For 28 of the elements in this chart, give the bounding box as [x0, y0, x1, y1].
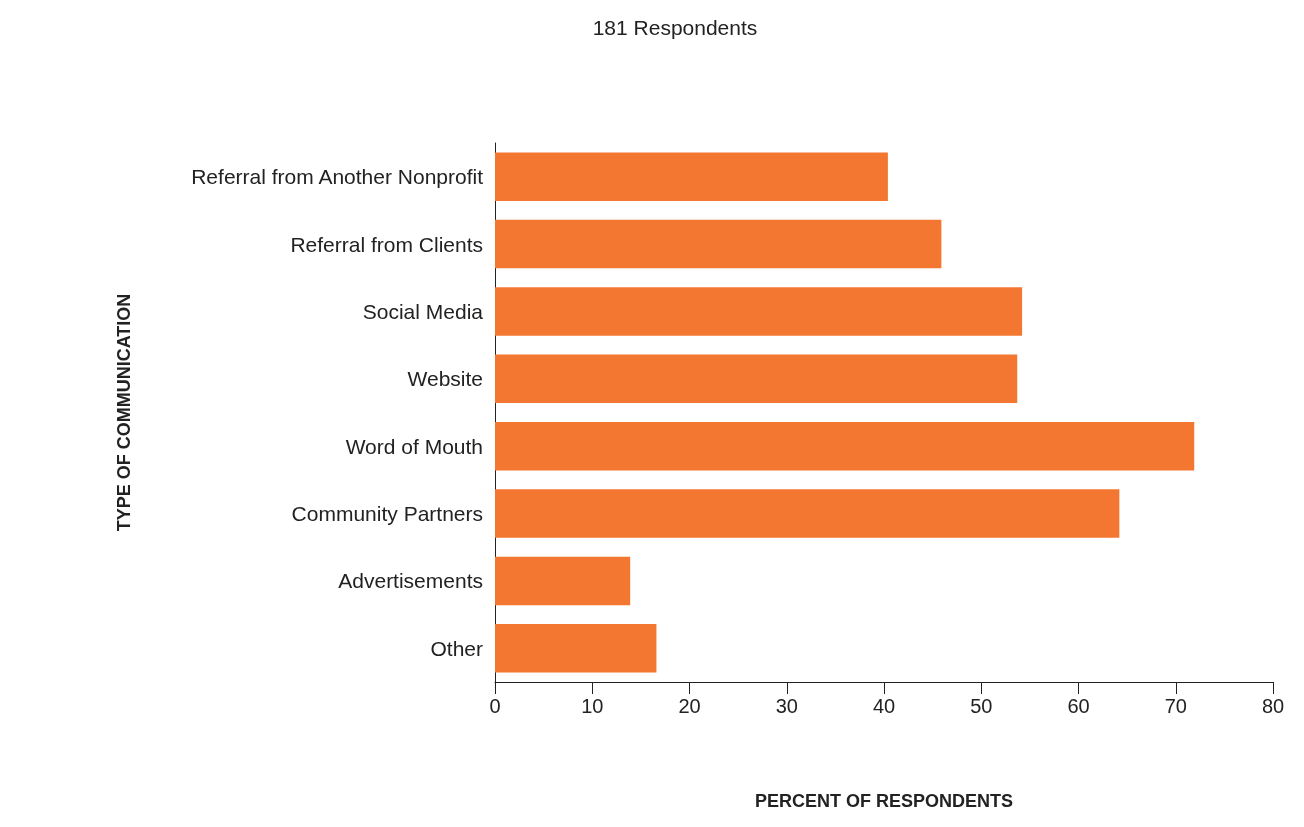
x-tick-label: 20 [678, 695, 701, 717]
y-tick-label: Referral from Another Nonprofit [191, 165, 484, 189]
y-tick-label: Referral from Clients [290, 232, 483, 256]
x-axis-title: PERCENT OF RESPONDENTS [754, 791, 1014, 811]
bar [495, 556, 631, 606]
x-tick-label: 30 [775, 695, 798, 717]
y-axis-title: TYPE OF COMMUNICATION [114, 293, 134, 532]
bar [495, 354, 1018, 404]
x-tick-label: 70 [1164, 695, 1187, 717]
y-tick-label: Community Partners [291, 502, 483, 526]
bar [495, 421, 1195, 471]
y-tick-label: Other [430, 636, 483, 660]
x-tick-label: 0 [489, 695, 501, 717]
chart-title: 181 Respondents [592, 16, 758, 39]
y-tick-label: Website [407, 367, 483, 391]
x-tick-label: 80 [1261, 695, 1285, 717]
bar [495, 287, 1023, 336]
x-tick-label: 40 [872, 695, 896, 717]
y-tick-label: Word of Mouth [345, 434, 483, 458]
y-tick-label: Social Media [362, 299, 484, 323]
bar [495, 489, 1120, 538]
x-tick-label: 60 [1067, 695, 1090, 717]
bar [495, 219, 942, 269]
bar [495, 624, 657, 673]
bar [495, 152, 888, 201]
x-tick-label: 50 [970, 695, 993, 717]
x-tick-label: 10 [581, 695, 604, 717]
y-tick-label: Advertisements [338, 569, 483, 593]
